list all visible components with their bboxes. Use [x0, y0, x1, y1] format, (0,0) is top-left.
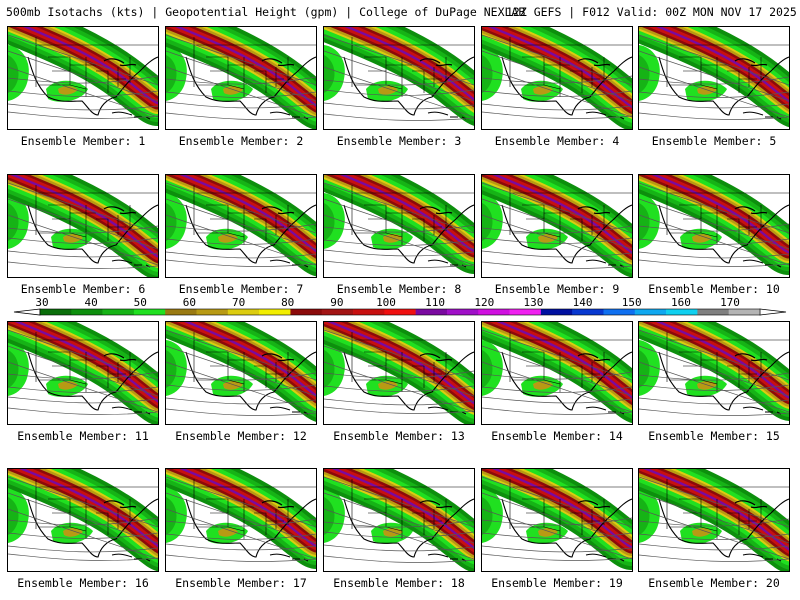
scale-tick-label: 40 [84, 297, 97, 309]
ensemble-member-label: Ensemble Member: 2 [178, 134, 304, 148]
ensemble-member-label: Ensemble Member: 14 [491, 429, 623, 443]
scale-tick-label: 60 [183, 297, 196, 309]
ensemble-member-label: Ensemble Member: 4 [494, 134, 620, 148]
ensemble-member-label: Ensemble Member: 17 [175, 576, 307, 590]
scale-swatch [697, 309, 729, 315]
ensemble-member-label: Ensemble Member: 18 [333, 576, 465, 590]
scale-tick-label: 70 [232, 297, 245, 309]
scale-tick-label: 160 [671, 297, 691, 309]
scale-swatch [634, 309, 667, 315]
scale-swatch [728, 309, 761, 315]
ensemble-member-map [481, 174, 633, 278]
ensemble-member-map [7, 321, 159, 425]
ensemble-member-label: Ensemble Member: 8 [336, 282, 462, 296]
ensemble-member-label: Ensemble Member: 6 [20, 282, 146, 296]
ensemble-member-map [638, 174, 790, 278]
scale-swatch [133, 309, 166, 315]
scale-arrow-right [759, 308, 787, 316]
scale-swatch [165, 309, 197, 315]
ensemble-member-map [481, 468, 633, 572]
ensemble-member-label: Ensemble Member: 19 [491, 576, 623, 590]
ensemble-member-map [323, 174, 475, 278]
ensemble-member-map [165, 468, 317, 572]
scale-tick-label: 130 [523, 297, 543, 309]
ensemble-member-label: Ensemble Member: 7 [178, 282, 304, 296]
scale-swatch [478, 309, 510, 315]
scale-swatch [321, 309, 354, 315]
ensemble-member-map [638, 468, 790, 572]
chart-header-left: 500mb Isotachs (kts) | Geopotential Heig… [6, 5, 526, 19]
ensemble-member-label: Ensemble Member: 10 [648, 282, 780, 296]
ensemble-member-map [165, 321, 317, 425]
scale-tick-label: 110 [425, 297, 445, 309]
ensemble-member-label: Ensemble Member: 9 [494, 282, 620, 296]
scale-swatch [353, 309, 385, 315]
scale-tick-label: 30 [35, 297, 48, 309]
scale-tick-label: 150 [622, 297, 642, 309]
ensemble-member-map [165, 26, 317, 130]
scale-swatch [71, 309, 103, 315]
ensemble-member-label: Ensemble Member: 13 [333, 429, 465, 443]
scale-arrow-left [13, 308, 41, 316]
scale-swatch [446, 309, 479, 315]
scale-tick-label: 120 [474, 297, 494, 309]
scale-tick-label: 100 [376, 297, 396, 309]
scale-swatch [290, 309, 323, 315]
scale-swatch [572, 309, 604, 315]
scale-tick-label: 80 [281, 297, 294, 309]
ensemble-member-map [638, 26, 790, 130]
scale-swatch [40, 309, 72, 315]
scale-swatch [415, 309, 448, 315]
ensemble-member-map [481, 26, 633, 130]
ensemble-member-label: Ensemble Member: 12 [175, 429, 307, 443]
scale-swatch [196, 309, 229, 315]
chart-header-right: 12Z GEFS | F012 Valid: 00Z MON NOV 17 20… [506, 5, 797, 19]
scale-swatch [102, 309, 135, 315]
scale-tick-label: 140 [573, 297, 593, 309]
ensemble-member-label: Ensemble Member: 11 [17, 429, 149, 443]
ensemble-member-map [323, 321, 475, 425]
ensemble-member-map [165, 174, 317, 278]
ensemble-member-map [638, 321, 790, 425]
scale-swatch [603, 309, 636, 315]
scale-tick-label: 50 [134, 297, 147, 309]
ensemble-member-label: Ensemble Member: 16 [17, 576, 149, 590]
ensemble-member-label: Ensemble Member: 1 [20, 134, 146, 148]
ensemble-member-map [7, 174, 159, 278]
scale-swatch [384, 309, 416, 315]
ensemble-member-map [7, 26, 159, 130]
scale-swatch [666, 309, 698, 315]
ensemble-member-map [323, 26, 475, 130]
ensemble-member-label: Ensemble Member: 20 [648, 576, 780, 590]
scale-swatch [540, 309, 573, 315]
ensemble-member-map [7, 468, 159, 572]
ensemble-member-label: Ensemble Member: 5 [651, 134, 777, 148]
ensemble-member-map [481, 321, 633, 425]
scale-tick-label: 90 [330, 297, 343, 309]
ensemble-member-map [323, 468, 475, 572]
isotach-color-scale: 30 40 50 60 70 80 90 100 110 120 130 140 150 160 170 [13, 297, 787, 316]
ensemble-member-label: Ensemble Member: 3 [336, 134, 462, 148]
scale-swatch [259, 309, 291, 315]
scale-swatch [509, 309, 542, 315]
scale-tick-label: 170 [720, 297, 740, 309]
ensemble-member-label: Ensemble Member: 15 [648, 429, 780, 443]
scale-swatch [227, 309, 260, 315]
